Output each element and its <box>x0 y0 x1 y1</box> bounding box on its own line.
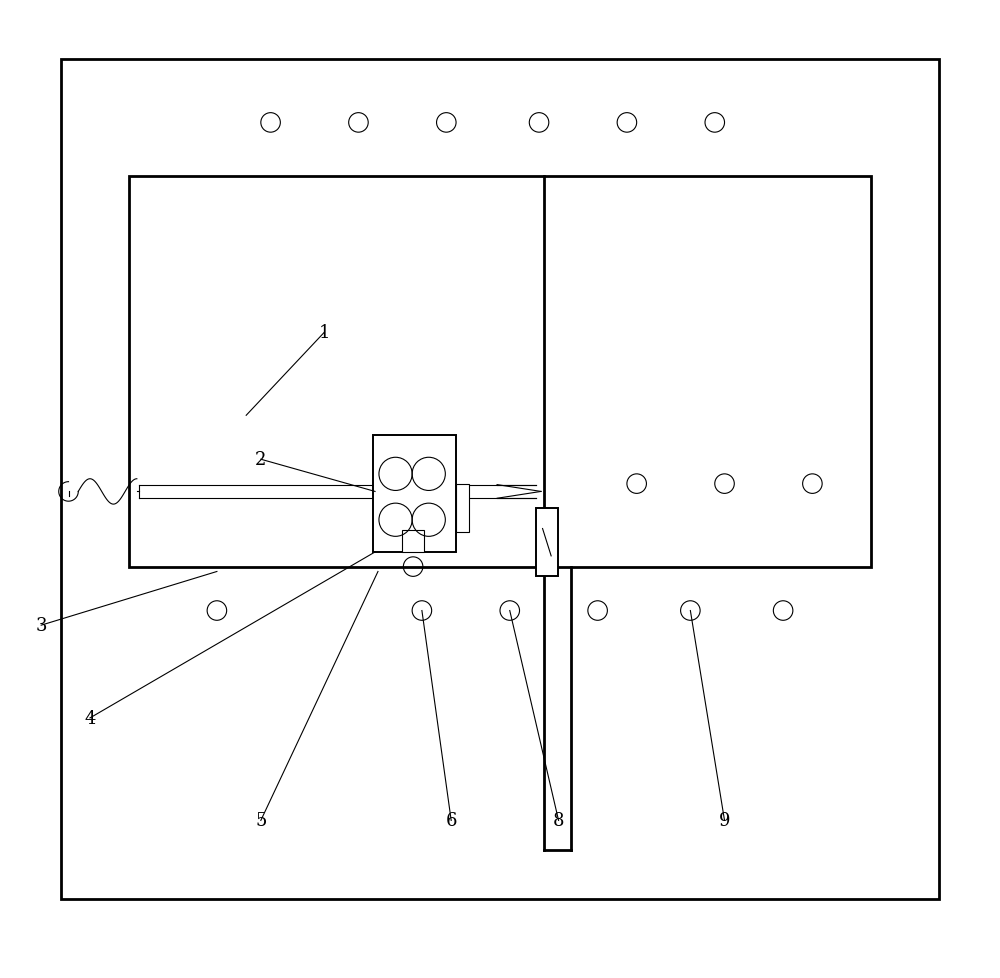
Text: 6: 6 <box>445 812 457 829</box>
Text: 8: 8 <box>553 812 564 829</box>
Text: 5: 5 <box>255 812 267 829</box>
Bar <box>536 509 558 577</box>
Text: 1: 1 <box>319 324 330 342</box>
Text: 2: 2 <box>255 451 267 468</box>
Bar <box>456 484 469 533</box>
Bar <box>373 435 456 553</box>
Text: 3: 3 <box>35 616 47 635</box>
Bar <box>129 177 871 567</box>
Bar <box>61 60 939 899</box>
Bar <box>402 531 424 553</box>
Text: 4: 4 <box>84 709 96 728</box>
Text: 9: 9 <box>719 812 730 829</box>
